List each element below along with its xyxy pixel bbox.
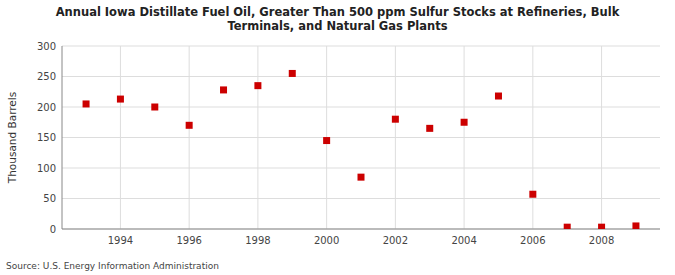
x-grid-line	[464, 46, 465, 229]
y-axis-line	[62, 46, 63, 229]
point	[461, 119, 468, 126]
y-axis-label: Thousand Barrels	[6, 92, 18, 184]
point	[83, 100, 90, 107]
chart: Annual Iowa Distillate Fuel Oil, Greater…	[0, 0, 675, 275]
y-grid-line	[62, 76, 660, 77]
point	[151, 104, 158, 111]
x-grid-line	[395, 46, 396, 229]
point	[358, 174, 365, 181]
point	[598, 224, 605, 229]
source: Source: U.S. Energy Information Administ…	[6, 261, 219, 271]
point	[392, 116, 399, 123]
point	[495, 93, 502, 100]
x-tick-label: 2006	[520, 235, 545, 246]
x-tick-label: 2008	[589, 235, 614, 246]
point	[220, 86, 227, 93]
x-grid-line	[120, 46, 121, 229]
x-tick-label: 2004	[451, 235, 476, 246]
y-grid-line	[62, 198, 660, 199]
point	[289, 70, 296, 77]
y-tick-label: 100	[37, 163, 56, 174]
x-tick-label: 1998	[245, 235, 270, 246]
x-grid-line	[532, 46, 533, 229]
y-grid-line	[62, 137, 660, 138]
y-grid-line	[62, 46, 660, 47]
x-tick-label: 1994	[108, 235, 133, 246]
point	[117, 96, 124, 103]
grid	[62, 46, 660, 229]
point	[254, 82, 261, 89]
y-tick-label: 250	[37, 71, 56, 82]
point	[323, 137, 330, 144]
y-tick-label: 50	[43, 193, 56, 204]
y-grid-line	[62, 168, 660, 169]
point	[426, 125, 433, 132]
points	[83, 70, 640, 229]
x-tick-label: 2002	[383, 235, 408, 246]
point	[529, 191, 536, 198]
y-tick-label: 0	[50, 224, 56, 235]
y-tick-label: 200	[37, 102, 56, 113]
point	[632, 222, 639, 229]
x-grid-line	[601, 46, 602, 229]
x-tick-label: 2000	[314, 235, 339, 246]
x-grid-line	[189, 46, 190, 229]
x-grid-line	[257, 46, 258, 229]
y-tick-label: 300	[37, 41, 56, 52]
x-tick-label: 1996	[176, 235, 201, 246]
title: Annual Iowa Distillate Fuel Oil, Greater…	[56, 5, 620, 33]
point	[186, 122, 193, 129]
y-tick-label: 150	[37, 132, 56, 143]
point	[564, 224, 571, 229]
